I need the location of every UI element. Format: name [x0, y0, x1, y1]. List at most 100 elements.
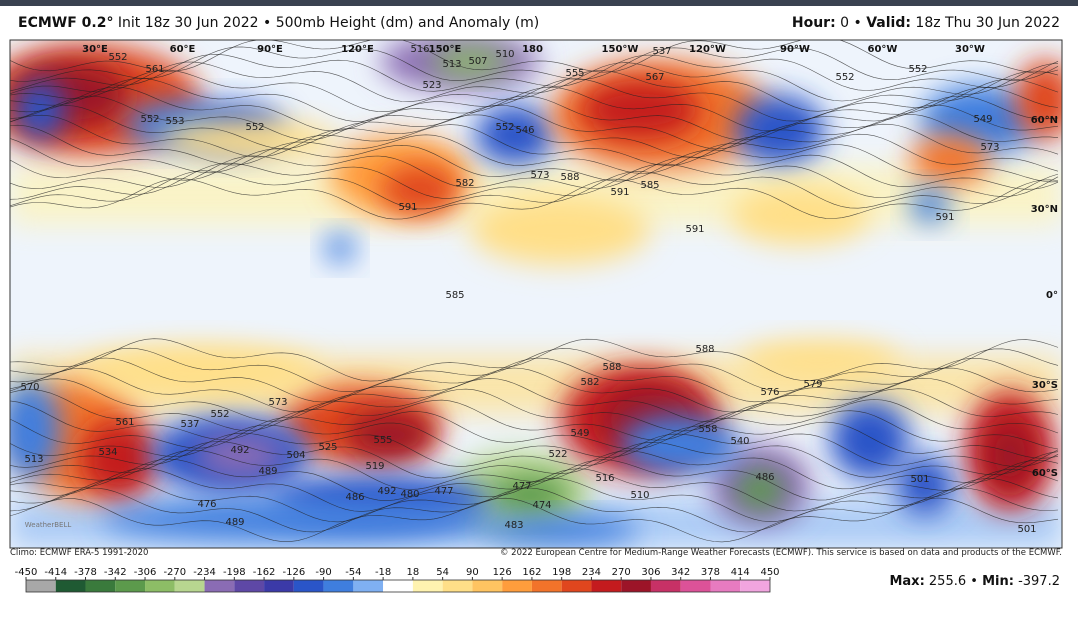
hour: 0 [840, 15, 850, 31]
contour-label: 510 [630, 490, 649, 501]
contour-label: 519 [365, 461, 384, 472]
contour-label: 582 [580, 377, 599, 388]
colorbar-tick-label: -414 [44, 567, 67, 578]
contour-label: 585 [445, 290, 464, 301]
contour-label: 492 [230, 445, 249, 456]
longitude-label: 150°E [429, 44, 462, 55]
min-label: Min: [982, 574, 1014, 589]
height-contour [10, 95, 1059, 141]
copyright: © 2022 European Centre for Medium-Range … [499, 548, 1062, 558]
colorbar-swatch [472, 580, 503, 592]
colorbar-tick-label: -18 [375, 567, 391, 578]
height-contour [10, 497, 1059, 543]
colorbar-swatch [204, 580, 235, 592]
colorbar-tick-label: -162 [253, 567, 276, 578]
colorbar-swatch [680, 580, 711, 592]
contour-label: 552 [908, 64, 927, 75]
height-contour [10, 133, 1059, 174]
contour-label: 537 [180, 419, 199, 430]
height-contour [10, 114, 1059, 158]
colorbar-swatch [234, 580, 265, 592]
valid: 18z Thu 30 Jun 2022 [915, 15, 1060, 31]
colorbar-swatch [115, 580, 146, 592]
contour-label: 480 [400, 489, 419, 500]
contour-label: 591 [610, 187, 629, 198]
height-contour [10, 377, 1059, 423]
colorbar-swatch [531, 580, 562, 592]
top-bar [0, 0, 1078, 6]
colorbar-swatch [591, 580, 622, 592]
contour-label: 588 [695, 344, 714, 355]
colorbar-tick-label: 450 [760, 567, 779, 578]
anomaly-blob [730, 185, 870, 245]
anomaly-blob [325, 233, 355, 263]
colorbar-tick-label: 270 [612, 567, 631, 578]
longitude-label: 120°W [689, 44, 726, 55]
anomaly-blob [100, 500, 500, 540]
height-contour [10, 487, 1059, 533]
contour-label: 540 [730, 436, 749, 447]
stats: Max: 255.6 • Min: -397.2 [889, 574, 1060, 589]
colorbar-tick-label: 378 [701, 567, 720, 578]
colorbar-swatch [740, 580, 770, 592]
anomaly-blob [985, 420, 1035, 490]
latitude-label: 60°S [1032, 468, 1058, 479]
contour-label: 486 [345, 492, 364, 503]
anomaly-blob [830, 400, 910, 480]
contour-label: 513 [24, 454, 43, 465]
contour-label: 552 [495, 122, 514, 133]
height-contour [10, 347, 1059, 393]
height-contour [10, 69, 1059, 113]
height-contour [10, 40, 1059, 74]
min: -397.2 [1018, 574, 1060, 589]
contour-label: 591 [685, 224, 704, 235]
contour-label: 507 [468, 56, 487, 67]
header-right: Hour: 0 • Valid: 18z Thu 30 Jun 2022 [792, 15, 1060, 31]
climo: Climo: ECMWF ERA-5 1991-2020 [10, 548, 149, 558]
description: Init 18z 30 Jun 2022 • 500mb Height (dm)… [117, 15, 540, 31]
contour-label: 549 [973, 114, 992, 125]
height-contour [10, 338, 1059, 382]
contour-label: 588 [602, 362, 621, 373]
contour-label: 582 [455, 178, 474, 189]
anomaly-blob [490, 475, 570, 515]
contour-label: 558 [698, 424, 717, 435]
anomaly-blob [475, 105, 555, 165]
anomaly-blob [480, 515, 640, 545]
hour-label: Hour: [791, 15, 836, 31]
anomaly-blob [160, 120, 340, 160]
height-contour [10, 170, 1059, 210]
longitude-label: 60°W [868, 44, 898, 55]
colorbar-swatch [353, 580, 384, 592]
contour-label: 516 [410, 44, 429, 55]
contour-label: 477 [434, 486, 453, 497]
anomaly-blob [895, 455, 955, 515]
contour-label: 576 [760, 387, 779, 398]
anomaly-blob [345, 410, 435, 460]
height-contour [10, 458, 1059, 502]
contour-label: 549 [570, 428, 589, 439]
height-contour [10, 154, 1059, 190]
colorbar-swatch [323, 580, 354, 592]
colorbar-swatch [561, 580, 592, 592]
colorbar-frame [25, 579, 771, 593]
height-contour [10, 78, 1059, 122]
contour-label: 561 [145, 64, 164, 75]
colorbar-tick-label: -306 [134, 567, 157, 578]
colorbar-tick-label: 54 [436, 567, 449, 578]
contour-label: 573 [530, 170, 549, 181]
header-left: ECMWF 0.2° Init 18z 30 Jun 2022 • 500mb … [18, 15, 539, 31]
colorbar-tick-label: 198 [552, 567, 571, 578]
contour-label: 510 [495, 49, 514, 60]
height-contour [10, 162, 1059, 200]
contour-label: 579 [803, 379, 822, 390]
contour-label: 570 [20, 382, 39, 393]
anomaly-blob [910, 135, 990, 185]
contour-label: 501 [1017, 524, 1036, 535]
contour-label: 525 [318, 442, 337, 453]
contour-label: 591 [398, 202, 417, 213]
height-contour [10, 178, 1059, 220]
colorbar-swatch [174, 580, 205, 592]
contour-label: 489 [225, 517, 244, 528]
